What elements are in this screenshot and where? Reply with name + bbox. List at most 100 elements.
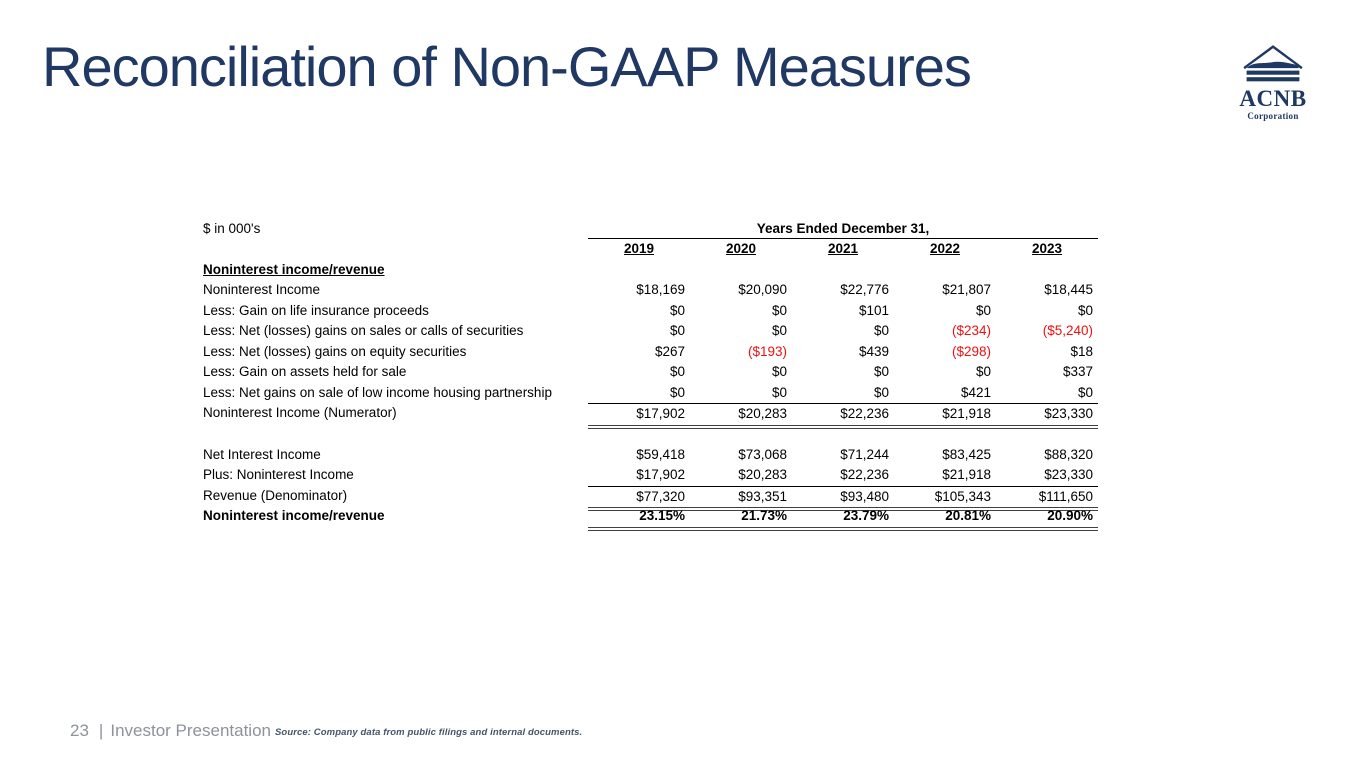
value-cell: $20,283: [690, 403, 792, 429]
value-cell: 23.79%: [792, 506, 894, 531]
value-cell: $0: [669, 302, 685, 318]
table-row: Less: Gain on life insurance proceeds $0 $…: [203, 301, 1098, 322]
value-cell: $93,480: [792, 485, 894, 511]
value-cell: $17,902: [636, 467, 685, 482]
logo-name: ACNB: [1239, 86, 1307, 111]
value-cell: $439: [858, 343, 889, 359]
value-cell: $0: [771, 323, 787, 338]
value-cell: $18,445: [1044, 282, 1093, 297]
units-label: $ in 000's: [203, 221, 261, 236]
value-cell: $0: [873, 384, 889, 400]
table-row: Noninterest Income $18,169 $20,090 $22,776 $…: [203, 280, 1098, 301]
table-row: Less: Net (losses) gains on equity secur…: [203, 342, 1098, 363]
year-column-header: 2022: [929, 241, 961, 256]
row-label: Noninterest income/revenue: [203, 508, 385, 523]
table-row: Less: Net (losses) gains on sales or cal…: [203, 321, 1098, 342]
row-label: Less: Net (losses) gains on equity secur…: [203, 343, 467, 359]
value-cell: $111,650: [996, 485, 1098, 511]
year-column-header: 2023: [1031, 241, 1063, 256]
value-cell: $0: [669, 323, 685, 338]
value-cell: $0: [1077, 384, 1093, 400]
table-row: Noninterest income/revenue 23.15% 21.73% 23…: [203, 506, 1098, 531]
value-cell: 23.15%: [588, 506, 690, 531]
value-cell: $93,351: [690, 485, 792, 511]
value-cell: [894, 260, 996, 281]
footer: 23 | Investor Presentation Source: Company…: [70, 721, 1320, 741]
value-cell: $20,090: [738, 282, 787, 297]
table-row: Noninterest Income (Numerator) $17,902 $20…: [203, 403, 1098, 429]
row-label: Plus: Noninterest Income: [203, 467, 354, 482]
footer-separator: |: [98, 721, 104, 740]
table-row: Noninterest income/revenue: [203, 260, 1098, 281]
value-cell: $21,807: [942, 282, 991, 297]
table-row: Plus: Noninterest Income $17,902 $20,283 $2…: [203, 465, 1098, 486]
row-label: Noninterest Income: [203, 282, 321, 297]
acnb-house-icon: [1243, 45, 1303, 82]
value-cell: $21,918: [894, 403, 996, 429]
row-label: Less: Net (losses) gains on sales or cal…: [203, 323, 524, 338]
value-cell: $0: [1077, 302, 1093, 318]
value-cell: 20.81%: [894, 506, 996, 531]
company-logo: ACNB Corporation: [1237, 42, 1309, 121]
value-cell: $21,918: [942, 467, 991, 482]
source-note: Source: Company data from public filings…: [275, 727, 583, 738]
value-cell: $71,244: [840, 446, 889, 462]
value-cell: ($193): [747, 343, 787, 359]
value-cell: $0: [873, 364, 889, 379]
year-column-header: 2020: [725, 241, 757, 256]
value-cell: [690, 260, 792, 281]
value-cell: $0: [771, 384, 787, 400]
value-cell: $88,320: [1044, 446, 1093, 462]
value-cell: ($298): [951, 343, 991, 359]
value-cell: $0: [975, 364, 991, 379]
value-cell: $83,425: [942, 446, 991, 462]
value-cell: [588, 260, 690, 281]
value-cell: $23,330: [1044, 467, 1093, 482]
table-row: Revenue (Denominator) $77,320 $93,351 $93,4…: [203, 485, 1098, 511]
row-label: Revenue (Denominator): [203, 487, 348, 503]
value-cell: $101: [858, 302, 889, 318]
row-label: Noninterest income/revenue: [203, 261, 385, 277]
value-cell: $105,343: [894, 485, 996, 511]
value-cell: $0: [873, 323, 889, 338]
year-column-header: 2019: [623, 241, 655, 256]
value-cell: $267: [654, 343, 685, 359]
row-label: Less: Gain on life insurance proceeds: [203, 302, 429, 318]
value-cell: $17,902: [588, 403, 690, 429]
logo-subtitle: Corporation: [1247, 111, 1299, 121]
value-cell: $0: [669, 364, 685, 379]
footer-label: Investor Presentation: [110, 721, 271, 740]
table-row: Less: Net gains on sale of low income ho…: [203, 383, 1098, 404]
value-cell: $18,169: [636, 282, 685, 297]
table-row: Less: Gain on assets held for sale $0 $0 $0…: [203, 362, 1098, 383]
row-label: Net Interest Income: [203, 446, 321, 462]
table-header-row: $ in 000's Years Ended December 31,: [203, 219, 1098, 239]
value-cell: $337: [1062, 364, 1093, 379]
value-cell: 20.90%: [996, 506, 1098, 531]
value-cell: $77,320: [588, 485, 690, 511]
value-cell: ($5,240): [1042, 323, 1093, 338]
row-label: Less: Net gains on sale of low income ho…: [203, 384, 552, 400]
value-cell: $0: [771, 364, 787, 379]
value-cell: $0: [975, 302, 991, 318]
table-body: Noninterest income/revenue Noninterest In…: [203, 260, 1098, 531]
value-cell: ($234): [951, 323, 991, 338]
year-column-header: 2021: [827, 241, 859, 256]
value-cell: [792, 260, 894, 281]
period-header: Years Ended December 31,: [588, 219, 1098, 239]
reconciliation-table: $ in 000's Years Ended December 31, 2019…: [203, 219, 1098, 531]
value-cell: $18: [1070, 343, 1093, 359]
row-label: Noninterest Income (Numerator): [203, 405, 397, 420]
value-cell: $421: [960, 384, 991, 400]
value-cell: $0: [771, 302, 787, 318]
table-row: Net Interest Income $59,418 $73,068 $71,244…: [203, 445, 1098, 466]
value-cell: $22,776: [840, 282, 889, 297]
value-cell: $73,068: [738, 446, 787, 462]
value-cell: $59,418: [636, 446, 685, 462]
value-cell: $0: [669, 384, 685, 400]
year-header-row: 2019 2020 2021 2022 2023: [203, 239, 1098, 260]
value-cell: $22,236: [792, 403, 894, 429]
row-label: Less: Gain on assets held for sale: [203, 364, 407, 379]
value-cell: [996, 260, 1098, 281]
